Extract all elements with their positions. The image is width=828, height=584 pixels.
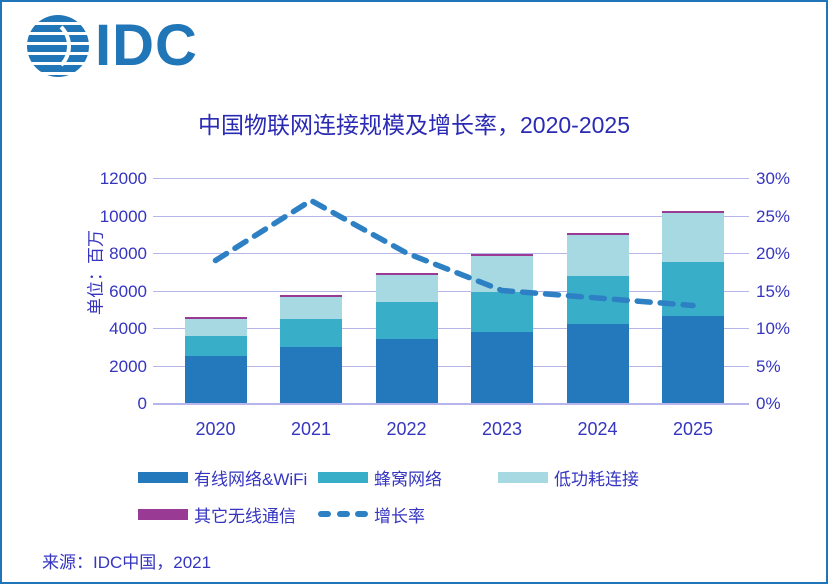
bar-segment-lpwa bbox=[471, 255, 533, 293]
gridline bbox=[153, 253, 749, 254]
x-axis-tick-label: 2021 bbox=[290, 419, 332, 439]
bar-segment-cellular bbox=[184, 335, 247, 357]
secondary-y-axis-tick-label: 20% bbox=[756, 244, 791, 263]
x-axis-line bbox=[153, 403, 749, 405]
y-axis-tick-label: 2000 bbox=[109, 356, 147, 376]
legend-color-swatch bbox=[138, 471, 188, 483]
bar-segment-wired bbox=[184, 356, 247, 403]
bar-segment-wired bbox=[375, 339, 438, 403]
bar-segment-lpwa bbox=[566, 235, 629, 276]
bar-segment-cellular bbox=[566, 275, 629, 325]
y-axis-tick-label: 8000 bbox=[109, 244, 147, 263]
legend-color-swatch bbox=[318, 471, 368, 483]
x-axis-tick-label: 2023 bbox=[481, 419, 523, 439]
legend-label: 低功耗连接 bbox=[554, 469, 639, 489]
legend-item: 蜂窝网络 bbox=[318, 465, 498, 490]
bar-segment-wired bbox=[566, 324, 629, 403]
legend-item: 低功耗连接 bbox=[498, 465, 678, 490]
legend-item: 增长率 bbox=[318, 502, 498, 527]
legend-row: 有线网络&WiFi 蜂窝网络 低功耗连接 bbox=[138, 464, 698, 490]
x-axis-tick-label: 2025 bbox=[672, 419, 714, 439]
bar-segment-wired bbox=[662, 315, 724, 403]
legend-label: 蜂窝网络 bbox=[374, 469, 442, 489]
bar-segment-other bbox=[280, 295, 342, 298]
legend-color-swatch bbox=[498, 471, 548, 483]
bar-segment-other bbox=[471, 253, 533, 256]
bar-segment-wired bbox=[280, 346, 342, 403]
bar-segment-cellular bbox=[280, 318, 342, 347]
legend-label: 有线网络&WiFi bbox=[194, 469, 308, 489]
source-note: 来源：IDC中国，2021 bbox=[42, 553, 212, 572]
x-axis-tick-label: 2024 bbox=[577, 419, 618, 439]
secondary-y-axis-tick-label: 15% bbox=[756, 281, 791, 301]
globe-arc-highlight bbox=[27, 17, 71, 75]
y-axis-unit-label: 单位：百万 bbox=[86, 230, 106, 315]
y-axis-tick-label: 12000 bbox=[99, 169, 147, 188]
y-axis-tick-label: 0 bbox=[137, 394, 147, 413]
legend: 有线网络&WiFi 蜂窝网络 低功耗连接其它无线通信 增长率 bbox=[138, 464, 698, 538]
legend-dashed-line-swatch bbox=[318, 509, 368, 520]
y-axis-tick-label: 6000 bbox=[109, 281, 147, 301]
gridline bbox=[153, 365, 749, 367]
y-axis-tick-label: 4000 bbox=[109, 319, 147, 338]
bar-segment-other bbox=[662, 210, 724, 213]
secondary-y-axis-tick-label: 25% bbox=[756, 206, 791, 226]
x-axis-tick-label: 2020 bbox=[195, 419, 236, 439]
legend-item: 其它无线通信 bbox=[138, 502, 318, 527]
globe-icon bbox=[27, 15, 89, 77]
gridline bbox=[153, 178, 749, 179]
y-axis-tick-label: 10000 bbox=[99, 206, 147, 226]
bar-segment-other bbox=[375, 272, 438, 275]
bar-segment-cellular bbox=[375, 301, 438, 340]
legend-color-swatch bbox=[138, 508, 188, 520]
bar-segment-other bbox=[184, 316, 247, 319]
x-axis-tick-label: 2022 bbox=[386, 419, 427, 439]
legend-label: 增长率 bbox=[374, 506, 425, 526]
bar-segment-lpwa bbox=[375, 274, 438, 302]
idc-logo: IDC bbox=[27, 15, 198, 77]
bar-segment-cellular bbox=[471, 292, 533, 332]
secondary-y-axis-tick-label: 10% bbox=[756, 319, 791, 338]
bar-segment-cellular bbox=[662, 262, 724, 316]
bar-segment-lpwa bbox=[662, 212, 724, 263]
bar-segment-wired bbox=[471, 331, 533, 403]
secondary-y-axis-tick-label: 0% bbox=[756, 394, 781, 413]
legend-label: 其它无线通信 bbox=[194, 506, 296, 526]
legend-item: 有线网络&WiFi bbox=[138, 465, 318, 490]
gridline bbox=[153, 328, 749, 329]
legend-row: 其它无线通信 增长率 bbox=[138, 501, 698, 527]
gridline bbox=[153, 290, 749, 292]
secondary-y-axis-tick-label: 30% bbox=[756, 169, 791, 188]
bar-segment-lpwa bbox=[280, 297, 342, 319]
idc-logo-text: IDC bbox=[95, 13, 198, 78]
gridline bbox=[153, 215, 749, 217]
bar-segment-lpwa bbox=[184, 318, 247, 336]
secondary-y-axis-tick-label: 5% bbox=[756, 356, 781, 376]
chart-title: 中国物联网连接规模及增长率，2020-2025 bbox=[198, 112, 630, 138]
bar-segment-other bbox=[566, 233, 629, 236]
